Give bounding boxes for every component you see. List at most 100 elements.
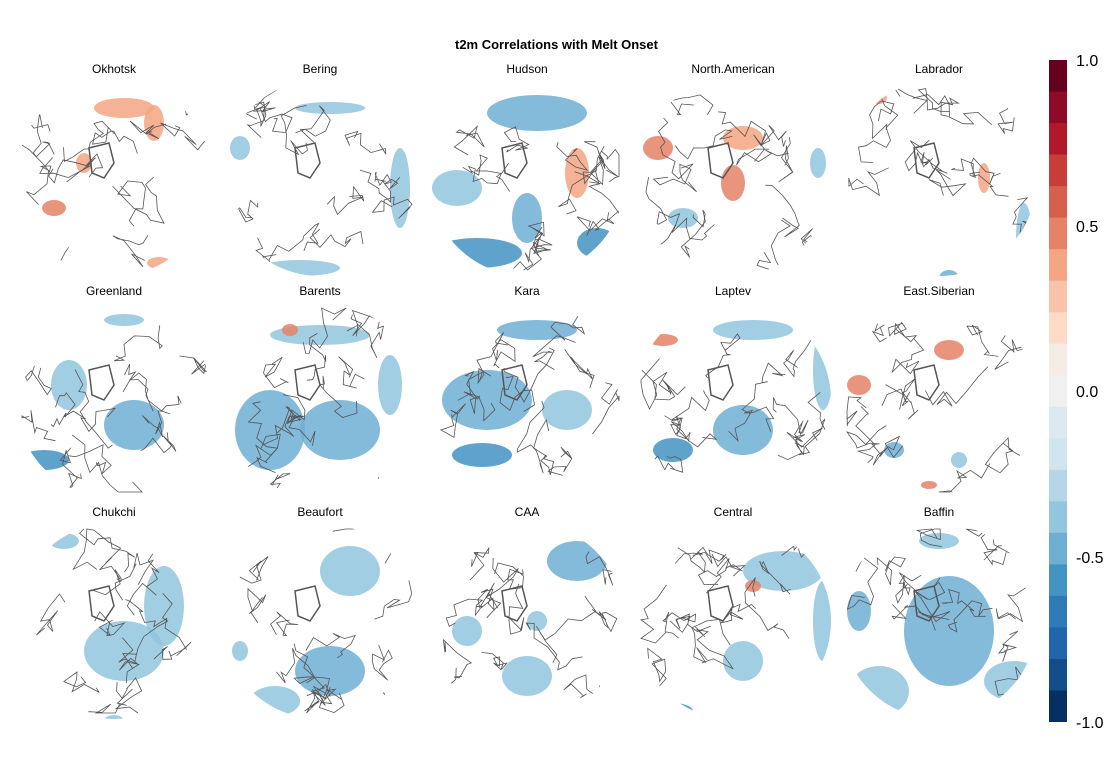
coastline — [122, 593, 173, 669]
coastline — [728, 406, 775, 443]
coastline — [112, 176, 165, 224]
coastline — [270, 611, 299, 637]
coastline — [547, 446, 573, 476]
coastline — [501, 364, 528, 401]
correlation-region — [547, 541, 607, 581]
coastline — [501, 585, 528, 622]
coastline — [126, 553, 160, 616]
colorbar-segment — [1049, 532, 1067, 565]
correlation-region — [104, 400, 164, 450]
coastline — [756, 219, 791, 271]
coastline — [501, 142, 528, 179]
coastline — [88, 142, 115, 179]
map-panel-north-american: North.American — [633, 62, 833, 282]
coastline — [39, 157, 96, 183]
coastline — [778, 137, 794, 183]
coastline — [305, 633, 356, 659]
panel-title: Laptev — [714, 284, 752, 298]
panel-title: CAA — [514, 505, 540, 519]
colorbar-segment — [1049, 312, 1067, 345]
coastline — [356, 320, 384, 359]
coastline — [21, 144, 52, 205]
correlation-region — [487, 95, 587, 131]
coastline — [881, 384, 911, 407]
coastline — [62, 407, 117, 433]
correlation-region — [378, 355, 402, 415]
coastline — [21, 85, 51, 132]
colorbar-segment — [1049, 249, 1067, 282]
coastline — [371, 196, 413, 219]
correlation-region — [300, 400, 380, 460]
coastline — [556, 142, 589, 171]
correlation-region — [653, 438, 693, 462]
polar-map — [232, 528, 413, 716]
correlation-region — [921, 481, 937, 489]
coastline — [783, 335, 814, 378]
coastline — [759, 560, 791, 595]
coastline — [371, 644, 393, 681]
correlation-region — [713, 320, 793, 340]
map-panel-bering: Bering — [220, 62, 420, 282]
coastline — [42, 247, 70, 271]
correlation-region — [432, 170, 482, 206]
colorbar-segment — [1049, 469, 1067, 502]
correlation-region — [104, 715, 124, 719]
correlation-region — [84, 621, 164, 681]
coastline — [338, 356, 365, 389]
correlation-region — [452, 616, 482, 646]
coastline — [647, 647, 667, 691]
panel-title: Baffin — [923, 505, 955, 519]
correlation-region — [813, 581, 831, 661]
panel-grid: Okhotsk Bering Hudson North.American Labrado… — [19, 62, 1039, 725]
coastline — [876, 556, 906, 585]
coastline — [302, 307, 347, 354]
coastline — [772, 397, 809, 436]
coastline — [869, 100, 895, 140]
coastline — [238, 199, 259, 223]
coastline — [558, 146, 605, 215]
correlation-region — [104, 314, 144, 326]
correlation-region — [934, 340, 964, 360]
correlation-region — [282, 324, 298, 336]
coastline — [118, 637, 140, 684]
coastline — [244, 107, 293, 134]
correlation-region — [432, 238, 522, 268]
coastline — [994, 335, 1032, 370]
colorbar-segment — [1049, 690, 1067, 722]
correlation-region — [76, 153, 92, 173]
polar-map — [643, 94, 826, 271]
map-panel-kara: Kara — [427, 284, 627, 504]
coastline — [247, 587, 267, 624]
map-panel-baffin: Baffin — [839, 505, 1039, 725]
colorbar-segment — [1049, 217, 1067, 250]
coastline — [533, 418, 555, 476]
coastline — [453, 125, 485, 156]
coastline — [326, 185, 365, 216]
coastline — [888, 321, 918, 343]
coastline — [72, 528, 122, 571]
colorbar-segment — [1049, 123, 1067, 156]
coastline — [141, 410, 171, 438]
coastline — [658, 117, 694, 180]
correlation-region — [295, 646, 365, 696]
coastline — [535, 595, 597, 663]
coastline — [294, 585, 321, 622]
coastline — [913, 585, 940, 622]
panel-title: Greenland — [85, 284, 143, 298]
polar-map — [640, 527, 831, 719]
polar-map — [21, 85, 207, 271]
correlation-region — [42, 200, 66, 216]
coastline — [848, 167, 889, 197]
coastline — [691, 618, 731, 664]
coastline — [995, 587, 1026, 623]
coastline — [913, 142, 940, 179]
coastline — [295, 105, 331, 143]
coastline — [675, 390, 710, 439]
coastline — [585, 551, 617, 586]
polar-map — [35, 528, 192, 719]
coastline — [912, 94, 993, 126]
coastline — [777, 434, 805, 461]
coastline — [247, 401, 281, 449]
coastline — [263, 473, 291, 493]
coastline — [574, 171, 620, 223]
